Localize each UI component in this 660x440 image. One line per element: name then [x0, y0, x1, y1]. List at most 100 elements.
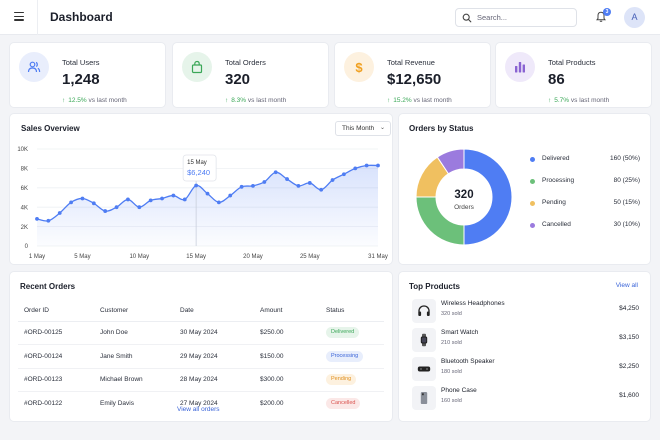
- period-dropdown[interactable]: This Month ⌄: [335, 121, 391, 136]
- sales-point[interactable]: [262, 180, 267, 184]
- product-price: $3,150: [619, 334, 639, 341]
- donut-slice-delivered[interactable]: [463, 148, 513, 246]
- column-header: Customer: [94, 301, 174, 322]
- sales-point[interactable]: [342, 172, 346, 177]
- legend-dot: [530, 156, 535, 162]
- sales-point[interactable]: [182, 197, 187, 202]
- cell-amount: $250.00: [254, 321, 320, 345]
- sales-point[interactable]: [171, 193, 176, 198]
- legend-value: 160: [609, 155, 621, 162]
- sales-point[interactable]: [353, 166, 358, 171]
- view-all-orders-link[interactable]: View all orders: [177, 406, 220, 413]
- sales-point[interactable]: [137, 205, 142, 210]
- divider: [37, 0, 38, 35]
- stat-value: 86: [548, 71, 565, 88]
- orders-by-status-card: Orders by Status 320 Orders Delivered 160 …: [398, 113, 651, 265]
- sales-point[interactable]: [46, 218, 51, 223]
- sales-point[interactable]: [364, 163, 369, 168]
- product-sold: 320 sold: [441, 311, 462, 317]
- cell-id: #ORD-00123: [18, 368, 94, 392]
- page-title: Dashboard: [50, 10, 113, 24]
- sales-point[interactable]: [57, 211, 62, 215]
- sales-point[interactable]: [205, 191, 210, 196]
- menu-icon[interactable]: [14, 12, 24, 21]
- legend-dot: [530, 222, 535, 228]
- sales-line-chart: 0 2K 4K 6K 8K 10K 1 May 5 May 10 May 15 May 20 May…: [17, 147, 388, 260]
- sales-point[interactable]: [251, 183, 255, 188]
- stat-card: Total Orders 320 ↑ 8.3% vs last month: [172, 42, 329, 108]
- stat-label: Total Users: [62, 58, 100, 67]
- sales-point[interactable]: [194, 183, 199, 188]
- y-tick-label: 4K: [21, 205, 28, 211]
- sales-point[interactable]: [160, 196, 164, 201]
- headphones-icon: [418, 305, 430, 316]
- sales-point[interactable]: [103, 209, 108, 213]
- view-all-products-link[interactable]: View all: [615, 282, 638, 289]
- sales-point[interactable]: [126, 197, 130, 202]
- legend-dot: [530, 200, 535, 206]
- arrow-up-icon: ↑: [548, 97, 552, 104]
- sales-point[interactable]: [296, 183, 301, 188]
- sales-point[interactable]: [285, 177, 289, 181]
- sales-point[interactable]: [307, 181, 312, 185]
- sales-point[interactable]: [330, 178, 335, 182]
- status-badge: Delivered: [326, 327, 360, 339]
- table-row[interactable]: #ORD-00122 Emily Davis 27 May 2024 $200.00 C…: [18, 392, 384, 416]
- recent-orders-card: Recent Orders Order ID Customer Date Amount…: [9, 271, 393, 422]
- period-label: This Month: [342, 125, 375, 132]
- arrow-up-icon: ↑: [62, 97, 66, 104]
- sales-point[interactable]: [35, 216, 39, 221]
- phone-case-icon: [420, 392, 428, 404]
- donut-center-label: Orders: [454, 204, 475, 211]
- cell-amount: $300.00: [254, 368, 320, 392]
- table-row[interactable]: #ORD-00125 John Doe 30 May 2024 $250.00 Deli…: [18, 321, 384, 345]
- cell-date: 29 May 2024: [174, 344, 254, 369]
- product-name: Wireless Headphones: [441, 300, 505, 307]
- sales-point[interactable]: [216, 200, 221, 205]
- stat-change-suffix: vs last month: [247, 97, 287, 104]
- sales-point[interactable]: [148, 198, 153, 203]
- legend-percent: 25%: [624, 177, 638, 184]
- sales-point[interactable]: [239, 184, 244, 189]
- sales-point[interactable]: [319, 187, 324, 192]
- product-item[interactable]: Wireless Headphones 320 sold $4,250: [409, 297, 639, 325]
- product-sold: 210 sold: [441, 340, 462, 346]
- search-input[interactable]: [477, 11, 572, 24]
- product-name: Bluetooth Speaker: [441, 358, 495, 365]
- svg-text:$: $: [355, 60, 363, 74]
- legend-value: 80: [613, 177, 621, 184]
- product-item[interactable]: Smart Watch 210 sold $3,150: [409, 326, 639, 354]
- legend-count: 80 (25%): [613, 177, 640, 184]
- top-bar: Dashboard 3 A: [0, 0, 660, 35]
- status-badge: Pending: [326, 374, 357, 386]
- cell-id: #ORD-00122: [24, 400, 63, 407]
- x-tick-label: 10 May: [129, 254, 149, 260]
- table-row[interactable]: #ORD-00124 Jane Smith 29 May 2024 $150.00 Pr…: [18, 344, 384, 369]
- stat-label: Total Products: [548, 58, 596, 67]
- product-item[interactable]: Bluetooth Speaker 180 sold $2,250: [409, 355, 639, 383]
- cell-status: Pending: [320, 368, 384, 392]
- sales-point[interactable]: [273, 170, 278, 175]
- bell-icon[interactable]: [596, 11, 606, 23]
- product-item[interactable]: Phone Case 160 sold $1,600: [409, 384, 639, 412]
- cell-customer: Emily Davis: [100, 400, 134, 407]
- cell-date: 28 May 2024: [174, 368, 254, 392]
- donut-slice-cancelled[interactable]: [436, 148, 465, 175]
- y-tick-label: 8K: [21, 167, 28, 173]
- orders-donut-chart: 320 Orders: [415, 148, 513, 246]
- column-header: Amount: [254, 301, 320, 322]
- sales-point[interactable]: [80, 196, 85, 201]
- sales-point[interactable]: [91, 201, 96, 206]
- tooltip-value: $6,240: [187, 168, 210, 177]
- table-row[interactable]: #ORD-00123 Michael Brown 28 May 2024 $300.0…: [18, 368, 384, 392]
- sales-point[interactable]: [228, 193, 233, 198]
- sales-point[interactable]: [69, 200, 73, 205]
- avatar[interactable]: A: [624, 7, 645, 28]
- sales-area: [37, 165, 378, 246]
- legend-dot: [530, 178, 535, 184]
- x-tick-label: 15 May: [186, 254, 206, 260]
- sales-point[interactable]: [376, 163, 380, 168]
- stat-icon-badge: [182, 52, 212, 82]
- search-box[interactable]: [455, 8, 577, 27]
- sales-point[interactable]: [114, 205, 119, 210]
